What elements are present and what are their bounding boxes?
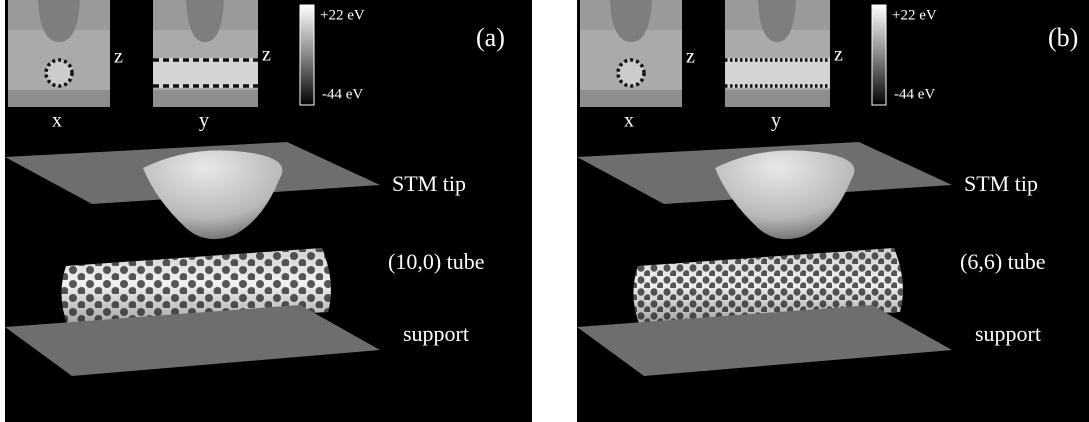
annotation: STM tip (964, 171, 1038, 196)
colorbar-max: +22 eV (320, 7, 365, 23)
annotation: STM tip (392, 171, 466, 196)
panel: +22 eV -44 eV x z y z (b) STM tip (6,6) tube supp… (577, 0, 1089, 422)
annotation: support (403, 321, 469, 346)
axis-label: z (834, 44, 843, 66)
inset-tube (46, 60, 72, 86)
panel: +22 eV -44 eV x z y z (a) STM tip (10,0) tube sup… (5, 0, 532, 422)
panel-label: (a) (476, 23, 505, 52)
axis-label: z (262, 44, 271, 66)
colorbar-min: -44 eV (322, 86, 363, 102)
inset-band (8, 90, 110, 107)
axis-label: z (114, 46, 123, 68)
inset-band (580, 90, 682, 107)
colorbar (872, 5, 886, 105)
colorbar (300, 5, 314, 105)
axis-label: y (771, 110, 781, 132)
axis-label: z (686, 46, 695, 68)
axis-label: y (199, 110, 209, 132)
axis-label: x (52, 110, 62, 132)
axis-label: x (624, 110, 634, 132)
inset-band (153, 90, 258, 107)
annotation: support (975, 321, 1041, 346)
inset-band (725, 90, 830, 107)
inset-tube-band (153, 58, 258, 88)
inset-tube-band (725, 58, 830, 88)
figure: +22 eV -44 eV x z y z (a) STM tip (10,0) tube sup… (0, 0, 1089, 422)
colorbar-min: -44 eV (894, 86, 935, 102)
panel-label: (b) (1048, 23, 1078, 52)
annotation: (6,6) tube (960, 249, 1046, 274)
inset-tube (618, 60, 644, 86)
annotation: (10,0) tube (388, 249, 485, 274)
colorbar-max: +22 eV (892, 7, 937, 23)
